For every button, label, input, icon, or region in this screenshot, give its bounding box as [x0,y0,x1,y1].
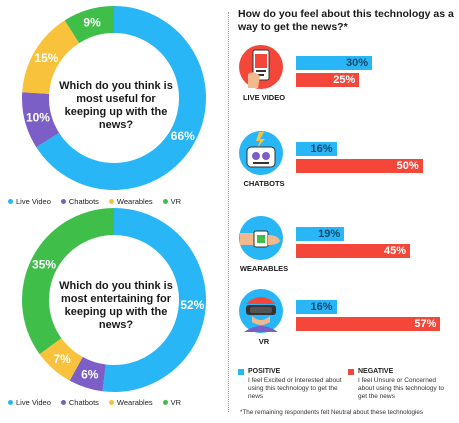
legend-item-live-video: Live Video [8,197,51,206]
legend-item-wearables: Wearables [108,197,153,206]
legend-key-negative-title: NEGATIVE [358,368,394,375]
bar-value-negative-wearables: 45% [383,245,406,257]
bar-negative-chatbots: 50% [296,159,423,173]
donut-1-label-live-video: 66% [171,129,195,143]
donut-1-question: Which do you think is most useful for ke… [59,80,173,131]
feelings-chart-title: How do you feel about this technology as… [238,8,454,33]
bar-positive-live-video: 30% [296,56,372,70]
donut-2-slice-live-video [102,208,206,392]
donut-2-slice-vr [22,208,115,355]
legend-item-wearables: Wearables [108,398,153,407]
bar-value-positive-chatbots: 16% [310,143,333,155]
tech-label-wearables: WEARABLES [239,264,289,273]
donut-1-slice-chatbots [22,92,60,148]
donut-2-slice-wearables [39,338,83,381]
smartwatch-icon [239,216,283,260]
donut-2-legend: Live Video Chatbots Wearables VR [8,396,220,408]
donut-1-slice-vr [64,6,114,44]
vr-headset-icon [239,289,283,333]
donut-1-slice-live-video [36,6,206,191]
footnote: *The remaining respondents felt Neutral … [240,409,424,416]
bar-negative-vr: 57% [296,317,441,331]
donut-2-label-vr: 35% [32,257,56,271]
bar-value-negative-vr: 57% [414,318,437,330]
bar-value-positive-live-video: 30% [345,57,368,69]
donut-1-label-vr: 9% [83,16,101,30]
legend-key-positive-title: POSITIVE [248,368,281,375]
bar-negative-live-video: 25% [296,73,360,87]
legend-item-vr: VR [162,197,181,206]
bar-positive-vr: 16% [296,300,337,314]
bar-positive-chatbots: 16% [296,142,337,156]
tech-row-wearables: WEARABLES 19% 45% [236,215,456,295]
tech-label-chatbots: CHATBOTS [243,179,285,188]
donut-1-legend: Live Video Chatbots Wearables VR [8,195,220,207]
legend-item-chatbots: Chatbots [60,398,99,407]
legend-item-vr: VR [162,398,181,407]
legend-item-chatbots: Chatbots [60,197,99,206]
smartphone-video-icon [239,45,283,89]
bar-negative-wearables: 45% [296,244,410,258]
bar-value-positive-vr: 16% [310,301,333,313]
sentiment-legend: POSITIVE I feel Excited or Interested ab… [238,368,458,402]
bar-value-negative-live-video: 25% [333,74,356,86]
legend-item-live-video: Live Video [8,398,51,407]
donut-1-slice-wearables [22,20,80,94]
bar-value-negative-chatbots: 50% [396,160,419,172]
donut-2-label-wearables: 7% [53,352,71,366]
donut-1-label-chatbots: 10% [26,111,50,125]
tech-row-chatbots: CHATBOTS 16% 50% [236,130,456,210]
donut-1-label-wearables: 15% [34,51,58,65]
legend-key-positive-desc: I feel Excited or Interested about using… [248,377,342,400]
tech-row-vr: VR 16% 57% [236,288,456,368]
bar-positive-wearables: 19% [296,227,345,241]
tech-label-live-video: LIVE VIDEO [242,93,286,102]
column-divider [228,12,229,412]
legend-key-negative-desc: I feel Unsure or Concerned about using t… [358,377,445,400]
donut-2-slice-chatbots [69,356,106,392]
donut-2-question: Which do you think is most entertaining … [59,280,173,331]
donut-2-label-chatbots: 6% [81,368,99,382]
tech-label-vr: VR [258,337,270,346]
tech-row-live-video: LIVE VIDEO 30% 25% [236,44,456,124]
donut-charts: 66% 10% 15% 9% 52% 6% 7% 35% [22,6,206,392]
chatbot-robot-icon [239,131,283,175]
bar-value-positive-wearables: 19% [318,228,341,240]
donut-2-label-live-video: 52% [180,298,204,312]
